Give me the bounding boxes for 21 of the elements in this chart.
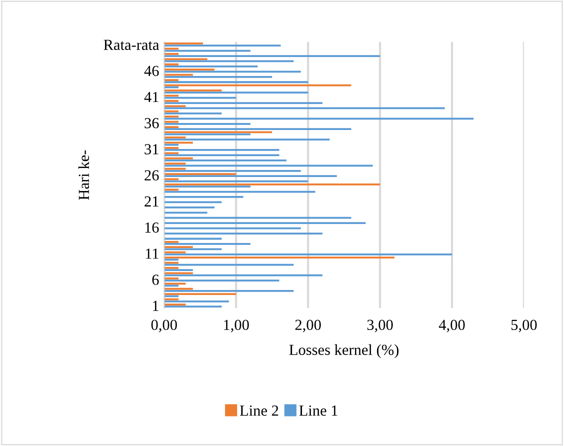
y-tick-label: 31 bbox=[144, 144, 158, 154]
y-tick-label: 46 bbox=[144, 66, 159, 76]
y-tick-label: 16 bbox=[145, 222, 159, 233]
x-tick-label: 2,00 bbox=[295, 320, 321, 332]
x-tick-label: 4,00 bbox=[438, 320, 465, 332]
y-tick-label: 11 bbox=[146, 248, 158, 259]
x-tick-label: 3,00 bbox=[367, 320, 393, 332]
y-tick-label: 26 bbox=[144, 170, 159, 181]
y-tick-label: 1 bbox=[152, 300, 158, 311]
y-tick-label: 6 bbox=[152, 274, 159, 285]
y-tick-label: Rata-rata bbox=[104, 40, 160, 50]
y-tick-label: 36 bbox=[144, 118, 159, 128]
x-tick-label: 1,00 bbox=[224, 320, 249, 332]
y-tick-label: 21 bbox=[144, 196, 158, 206]
x-tick-label: 0,00 bbox=[151, 320, 177, 332]
legend-label: Line 2 bbox=[240, 406, 278, 416]
x-axis-title: Losses kernel (%) bbox=[289, 344, 399, 358]
y-axis-title: Hari ke- bbox=[78, 150, 90, 200]
legend-label: Line 1 bbox=[299, 406, 338, 416]
y-tick-label: 41 bbox=[144, 92, 158, 102]
x-tick-label: 5,00 bbox=[511, 320, 537, 332]
